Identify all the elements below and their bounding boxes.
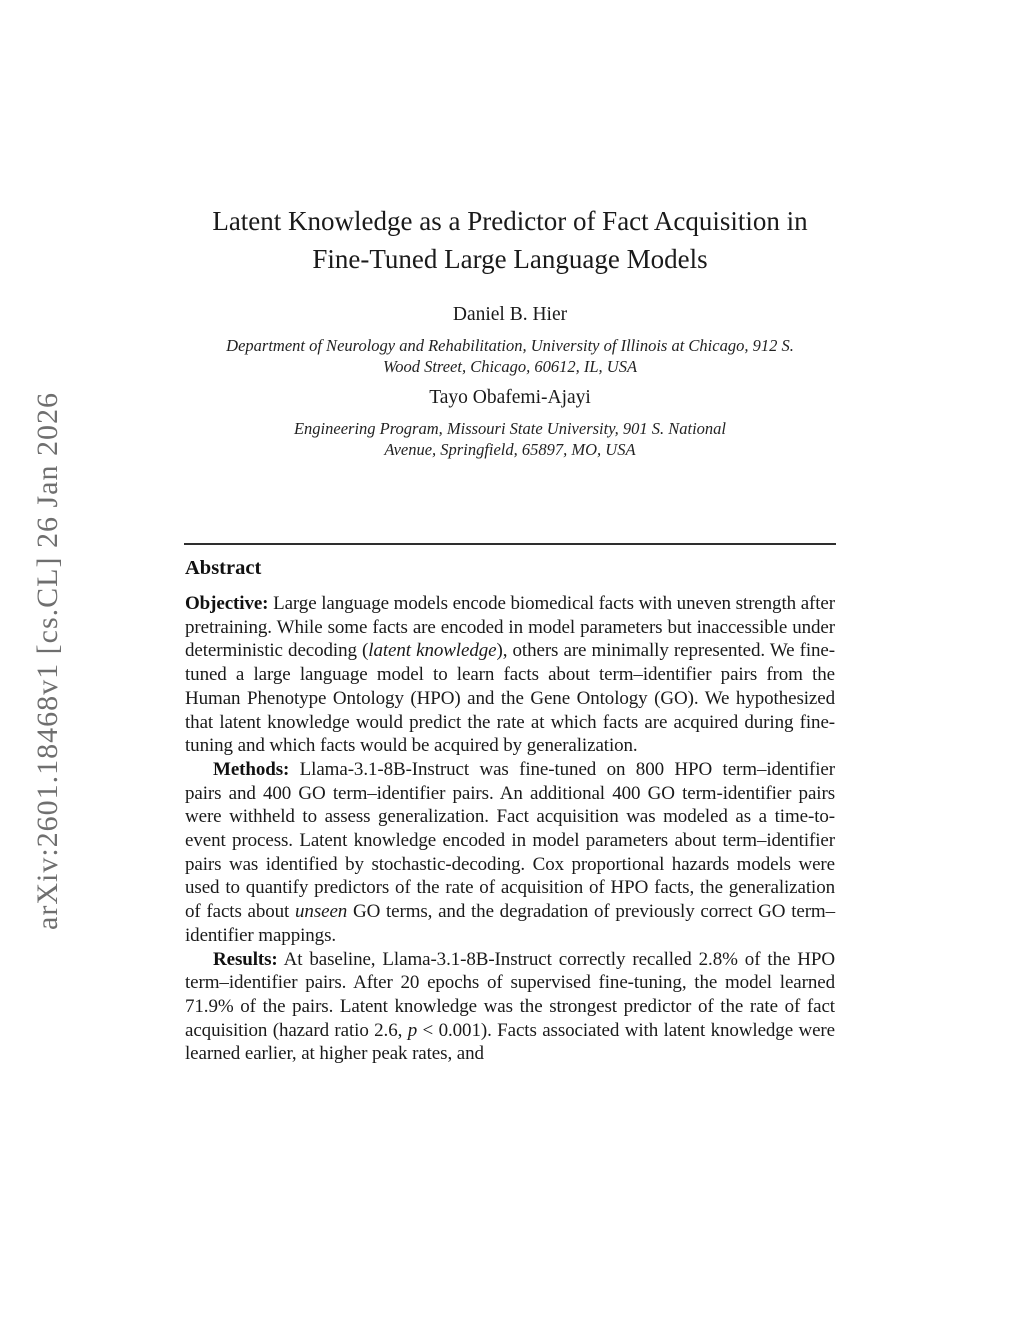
paper-title: Latent Knowledge as a Predictor of Fact … bbox=[212, 202, 807, 278]
objective-label: Objective: bbox=[185, 593, 269, 614]
paper-page: Latent Knowledge as a Predictor of Fact … bbox=[184, 0, 836, 1325]
affiliation-1-line2: Wood Street, Chicago, 60612, IL, USA bbox=[382, 356, 638, 376]
abstract-divider-rule bbox=[184, 543, 836, 545]
arxiv-watermark: arXiv:2601.18468v1 [cs.CL] 26 Jan 2026 bbox=[31, 392, 64, 930]
author-affiliation-2: Engineering Program, Missouri State Univ… bbox=[185, 419, 835, 460]
author-affiliation-1: Department of Neurology and Rehabilitati… bbox=[185, 336, 835, 377]
objective-paragraph: Objective: Large language models encode … bbox=[185, 592, 835, 758]
results-label: Results: bbox=[213, 948, 278, 970]
affiliation-1-line1: Department of Neurology and Rehabilitati… bbox=[226, 336, 794, 355]
affiliation-2-line1: Engineering Program, Missouri State Univ… bbox=[293, 419, 727, 438]
results-italic-p: p bbox=[407, 1019, 418, 1041]
results-text-2: < 0.001). Facts associated with latent k… bbox=[185, 1019, 835, 1065]
methods-label: Methods: bbox=[213, 758, 290, 780]
author-name-1: Daniel B. Hier bbox=[452, 304, 568, 325]
abstract-body: Objective: Large language models encode … bbox=[185, 592, 835, 1066]
objective-italic-latent-knowledge: latent knowledge bbox=[368, 640, 497, 662]
results-text-1: At baseline, Llama-3.1-8B-Instruct corre… bbox=[185, 948, 835, 1041]
objective-text-1: Large language models encode biomedical … bbox=[185, 593, 835, 662]
methods-text-1: Llama-3.1-8B-Instruct was fine-tuned on … bbox=[185, 758, 835, 923]
methods-text-2: GO terms, and the degradation of previou… bbox=[185, 901, 836, 946]
paper-title-line1: Latent Knowledge as a Predictor of Fact … bbox=[212, 206, 808, 236]
methods-italic-unseen: unseen bbox=[295, 901, 348, 923]
objective-text-2: ), others are minimally represented. We … bbox=[185, 640, 835, 757]
author-name-2: Tayo Obafemi-Ajayi bbox=[429, 387, 591, 408]
results-paragraph: Results: At baseline, Llama-3.1-8B-Instr… bbox=[185, 948, 835, 1067]
affiliation-2-line2: Avenue, Springfield, 65897, MO, USA bbox=[384, 439, 636, 459]
methods-paragraph: Methods: Llama-3.1-8B-Instruct was fine-… bbox=[185, 758, 835, 948]
abstract-heading: Abstract bbox=[185, 557, 262, 579]
paper-title-line2: Fine-Tuned Large Language Models bbox=[312, 244, 708, 274]
